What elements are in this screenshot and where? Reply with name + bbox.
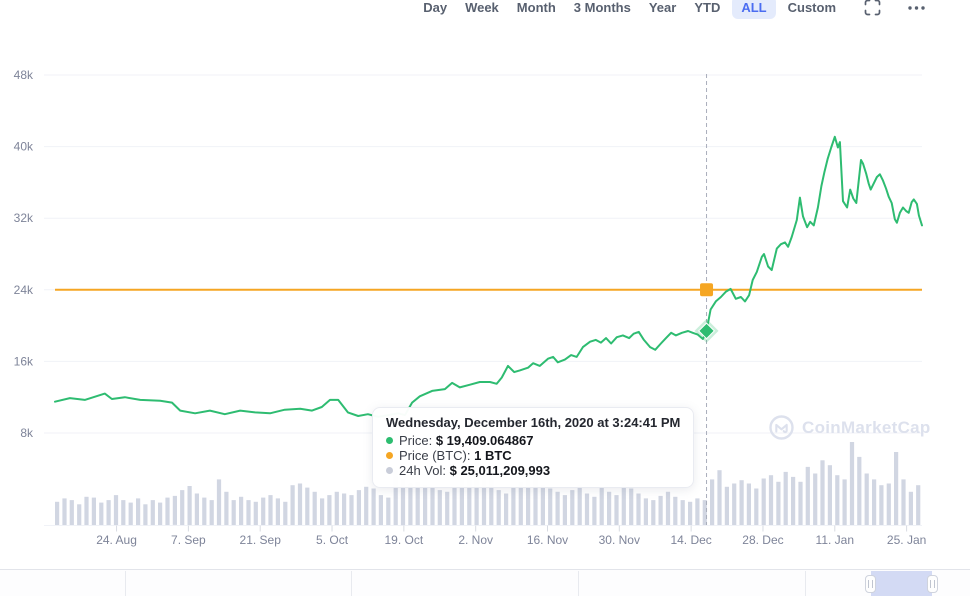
- navigator-divider: [805, 571, 806, 596]
- svg-text:19. Oct: 19. Oct: [385, 533, 424, 547]
- navigator-divider: [125, 571, 126, 596]
- svg-text:7. Sep: 7. Sep: [171, 533, 206, 547]
- range-toolbar: Day Week Month 3 Months Year YTD ALL Custom: [417, 0, 842, 19]
- range-button-day[interactable]: Day: [417, 0, 453, 19]
- series-bullet-icon: [386, 452, 393, 459]
- tooltip-rows: Price: $ 19,409.064867 Price (BTC): 1 BTC…: [386, 433, 680, 478]
- tooltip-row-price-btc: Price (BTC): 1 BTC: [386, 448, 680, 463]
- svg-text:14. Dec: 14. Dec: [670, 533, 711, 547]
- range-button-ytd[interactable]: YTD: [688, 0, 726, 19]
- navigator-handle-left[interactable]: [865, 575, 876, 593]
- navigator-divider: [351, 571, 352, 596]
- range-button-custom[interactable]: Custom: [782, 0, 842, 19]
- tooltip-row-price: Price: $ 19,409.064867: [386, 433, 680, 448]
- fullscreen-icon[interactable]: [860, 0, 885, 20]
- svg-text:24. Aug: 24. Aug: [96, 533, 137, 547]
- svg-text:24k: 24k: [14, 283, 34, 297]
- range-button-week[interactable]: Week: [459, 0, 505, 19]
- svg-text:21. Sep: 21. Sep: [240, 533, 282, 547]
- navigator-handle-right[interactable]: [927, 575, 938, 593]
- svg-text:16. Nov: 16. Nov: [527, 533, 568, 547]
- chart-toolbar: Day Week Month 3 Months Year YTD ALL Custom: [417, 0, 930, 20]
- range-navigator[interactable]: [0, 569, 970, 596]
- svg-text:8k: 8k: [20, 426, 34, 440]
- svg-text:2. Nov: 2. Nov: [458, 533, 493, 547]
- chart-tooltip: Wednesday, December 16th, 2020 at 3:24:4…: [372, 407, 695, 488]
- svg-text:25. Jan: 25. Jan: [887, 533, 926, 547]
- svg-text:28. Dec: 28. Dec: [742, 533, 783, 547]
- range-button-year[interactable]: Year: [643, 0, 682, 19]
- series-bullet-icon: [386, 467, 393, 474]
- svg-text:5. Oct: 5. Oct: [316, 533, 349, 547]
- svg-text:48k: 48k: [14, 68, 34, 82]
- svg-text:40k: 40k: [14, 140, 34, 154]
- navigator-selection[interactable]: [865, 571, 938, 596]
- tooltip-title: Wednesday, December 16th, 2020 at 3:24:4…: [386, 415, 681, 430]
- range-button-3months[interactable]: 3 Months: [568, 0, 637, 19]
- range-button-month[interactable]: Month: [511, 0, 562, 19]
- svg-text:32k: 32k: [14, 211, 34, 225]
- series-bullet-icon: [386, 437, 393, 444]
- navigator-divider: [578, 571, 579, 596]
- svg-text:11. Jan: 11. Jan: [816, 533, 854, 547]
- range-button-all[interactable]: ALL: [732, 0, 776, 19]
- tooltip-row-vol: 24h Vol: $ 25,011,209,993: [386, 463, 680, 478]
- svg-text:16k: 16k: [14, 354, 34, 368]
- svg-text:30. Nov: 30. Nov: [599, 533, 640, 547]
- more-options-icon[interactable]: [903, 1, 930, 15]
